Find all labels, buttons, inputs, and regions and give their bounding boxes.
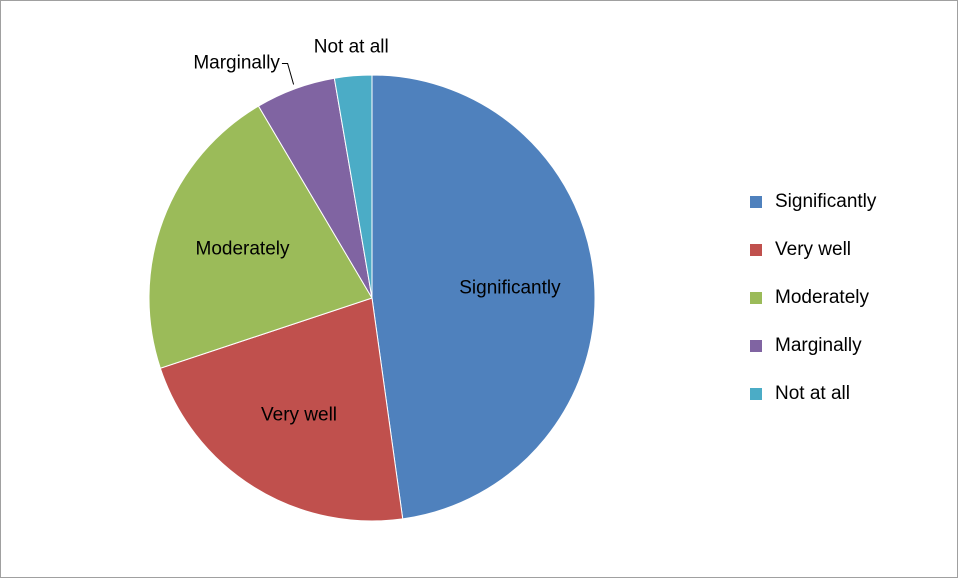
leader-line bbox=[281, 63, 295, 85]
slice-label: Marginally bbox=[193, 53, 280, 74]
legend-label: Significantly bbox=[775, 191, 877, 212]
pie-slice bbox=[371, 74, 596, 520]
slice-label: Not at all bbox=[314, 37, 389, 58]
legend-label: Very well bbox=[775, 239, 851, 260]
pie-slice bbox=[148, 105, 373, 369]
legend-label: Marginally bbox=[775, 335, 862, 356]
legend-swatch bbox=[750, 196, 762, 208]
legend-swatch bbox=[750, 340, 762, 352]
legend-label: Not at all bbox=[775, 383, 850, 404]
legend-swatch bbox=[750, 388, 762, 400]
slice-label: Very well bbox=[261, 404, 337, 425]
slice-label: Moderately bbox=[196, 239, 290, 260]
legend-swatch bbox=[750, 244, 762, 256]
slice-label: Significantly bbox=[459, 277, 561, 298]
legend-swatch bbox=[750, 292, 762, 304]
pie-slice bbox=[333, 74, 373, 299]
legend-label: Moderately bbox=[775, 287, 869, 308]
pie-slice bbox=[159, 297, 404, 522]
